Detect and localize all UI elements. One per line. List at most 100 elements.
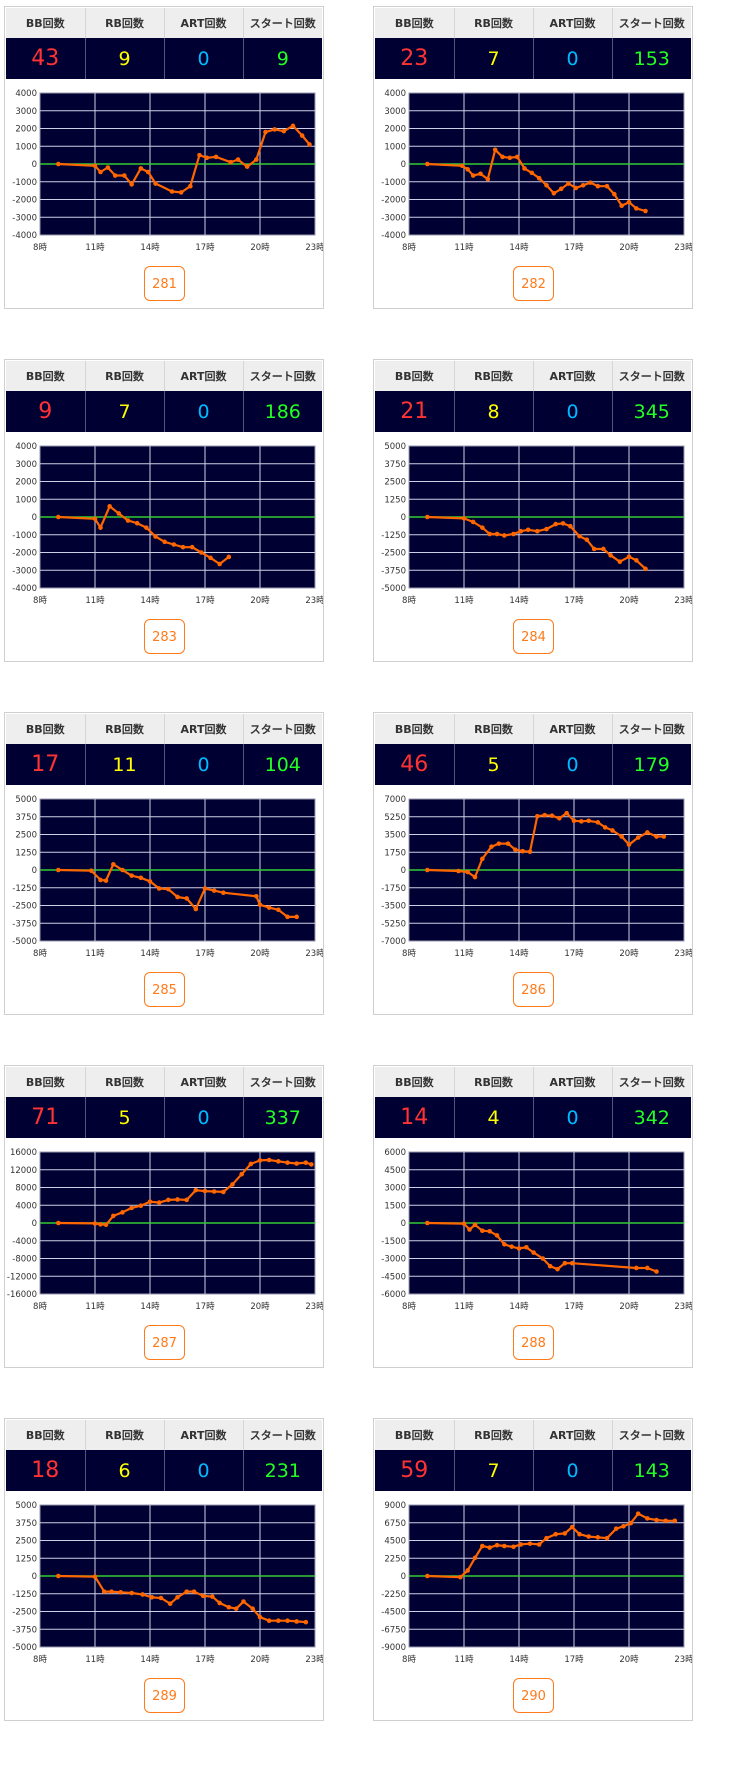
y-tick-label: -4500	[381, 1608, 406, 1618]
data-point	[120, 1210, 125, 1215]
x-tick-label: 14時	[509, 1302, 529, 1312]
art-header: ART回数	[164, 1420, 244, 1450]
x-tick-label: 8時	[402, 1302, 416, 1312]
data-point	[276, 907, 281, 913]
machine-number-button[interactable]: 285	[144, 972, 185, 1007]
data-point	[285, 914, 290, 920]
start-count: 345	[612, 391, 691, 432]
data-point	[643, 566, 648, 572]
machine-number-button[interactable]: 284	[513, 619, 554, 654]
data-point	[626, 554, 632, 560]
machine-number-button[interactable]: 283	[144, 619, 185, 654]
data-point	[239, 1171, 244, 1177]
data-point	[558, 186, 564, 192]
rb-count: 6	[85, 1450, 165, 1491]
bb-header: BB回数	[6, 8, 86, 38]
data-point	[56, 161, 61, 167]
y-tick-label: 3000	[15, 107, 37, 117]
data-point	[480, 1543, 485, 1549]
x-tick-label: 14時	[509, 949, 529, 959]
art-header: ART回数	[164, 714, 244, 744]
data-point	[188, 183, 193, 189]
y-tick-label: 0	[32, 866, 37, 876]
data-point	[518, 1542, 524, 1547]
data-point	[147, 879, 153, 884]
y-tick-label: -1250	[12, 1590, 37, 1600]
data-point	[105, 165, 111, 170]
machine-number-button[interactable]: 290	[513, 1678, 554, 1713]
machine-number-button[interactable]: 281	[144, 266, 185, 301]
y-tick-label: 3750	[15, 813, 37, 823]
machine-number-button[interactable]: 286	[513, 972, 554, 1007]
stats-table: BB回数 RB回数 ART回数 スタート回数 18 6 0 231	[6, 1420, 322, 1491]
data-point	[586, 818, 591, 824]
y-tick-label: 0	[401, 866, 406, 876]
data-point	[595, 820, 601, 825]
y-tick-label: -3000	[12, 566, 37, 576]
art-header: ART回数	[533, 8, 613, 38]
machine-number-button[interactable]: 288	[513, 1325, 554, 1360]
data-point	[577, 1531, 582, 1537]
data-point	[654, 1269, 659, 1274]
data-point	[281, 128, 287, 134]
y-tick-label: 3000	[15, 460, 37, 470]
data-point	[266, 1157, 272, 1163]
payout-line-chart: 9000 6750 4500 2250 0 -2250 -4500 -6750 -9000 8時 1…	[381, 1501, 693, 1665]
data-point	[595, 1535, 601, 1540]
x-tick-label: 23時	[674, 1655, 693, 1665]
y-tick-label: -8000	[12, 1255, 37, 1265]
data-point	[595, 183, 601, 189]
data-point	[92, 163, 98, 169]
data-point	[208, 555, 213, 561]
data-point	[257, 902, 263, 908]
y-tick-label: 3750	[384, 460, 406, 470]
data-point	[272, 127, 277, 132]
data-point	[158, 1595, 164, 1601]
start-header: スタート回数	[243, 1067, 322, 1097]
data-point	[241, 1599, 246, 1604]
data-point	[540, 1256, 546, 1261]
start-count: 342	[612, 1097, 691, 1138]
start-header: スタート回数	[243, 1420, 322, 1450]
machine-number-button[interactable]: 282	[513, 266, 554, 301]
data-point	[500, 154, 505, 160]
data-point	[465, 1568, 470, 1573]
machine-number-button[interactable]: 287	[144, 1325, 185, 1360]
y-tick-label: -1500	[381, 1237, 406, 1247]
bb-count: 46	[375, 744, 455, 785]
data-point	[494, 1542, 500, 1548]
data-point	[116, 511, 122, 516]
data-point	[138, 166, 144, 171]
y-tick-label: 5000	[384, 442, 406, 452]
data-point	[307, 142, 312, 147]
y-tick-label: -16000	[7, 1290, 37, 1300]
data-point	[276, 1618, 281, 1624]
x-tick-label: 17時	[564, 1655, 584, 1665]
art-count: 0	[164, 391, 244, 432]
x-tick-label: 17時	[195, 1655, 215, 1665]
data-point	[294, 1161, 299, 1166]
data-point	[175, 1595, 180, 1600]
payout-line-chart: 6000 4500 3000 1500 0 -1500 -3000 -4500 -6000 8時 1…	[381, 1148, 692, 1312]
data-point	[122, 173, 127, 178]
y-tick-label: -6750	[381, 1625, 406, 1635]
x-tick-label: 20時	[250, 1655, 270, 1665]
start-header: スタート回数	[243, 8, 322, 38]
start-header: スタート回数	[243, 714, 322, 744]
x-tick-label: 23時	[674, 596, 693, 606]
bb-count: 14	[375, 1097, 455, 1138]
rb-count: 8	[454, 391, 534, 432]
y-tick-label: -12000	[7, 1272, 37, 1282]
data-point	[303, 1160, 309, 1165]
data-point	[109, 1589, 114, 1594]
data-point	[118, 1590, 123, 1595]
x-tick-label: 14時	[509, 243, 529, 253]
data-point	[244, 164, 250, 169]
y-tick-label: 3500	[384, 831, 406, 841]
data-point	[551, 190, 557, 196]
x-tick-label: 14時	[140, 1302, 160, 1312]
x-tick-label: 17時	[195, 949, 215, 959]
machine-number-button[interactable]: 289	[144, 1678, 185, 1713]
data-point	[92, 516, 98, 522]
bb-header: BB回数	[375, 714, 455, 744]
